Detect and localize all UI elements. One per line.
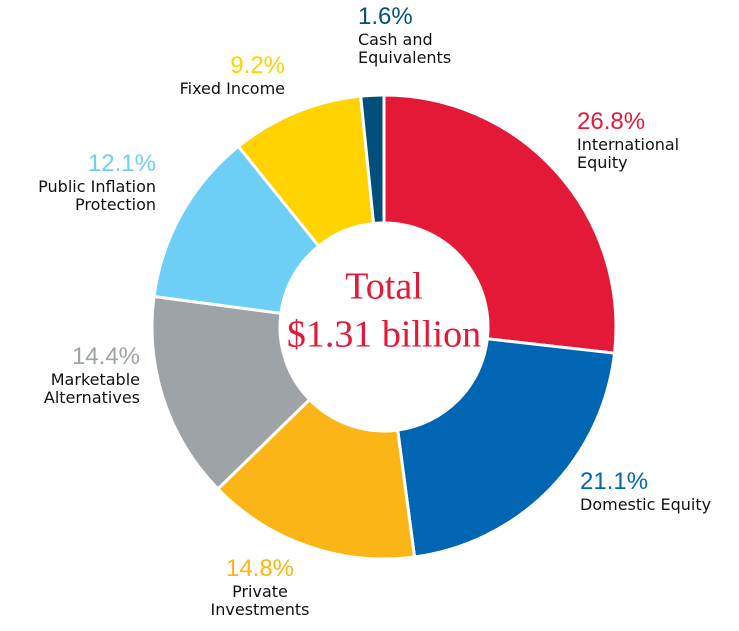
value-label: 14.8% — [225, 555, 295, 582]
segment — [150, 294, 312, 492]
segment-label: 1.6% Cash and Equivalents — [358, 3, 508, 67]
category-label: Domestic Equity — [580, 494, 712, 514]
category-label: International Equity — [577, 134, 680, 172]
value-label: 21.1% — [580, 468, 649, 495]
segment-label: 26.8% International Equity — [577, 108, 717, 172]
category-label: Cash and Equivalents — [358, 29, 452, 67]
value-label: 9.2% — [230, 52, 285, 79]
segment-label: 21.1% Domestic Equity — [580, 468, 739, 514]
value-label: 26.8% — [577, 108, 646, 135]
segment — [215, 397, 417, 561]
segment-label: 12.1% Public Inflation Protection — [0, 150, 156, 214]
segment — [395, 337, 617, 559]
value-label: 1.6% — [358, 3, 413, 30]
segment — [359, 93, 386, 226]
value-label: 14.4% — [71, 343, 140, 370]
center-total: $1.31 billion — [287, 314, 481, 356]
segment-label: 14.8% Private Investments — [185, 555, 335, 619]
segment-label: 14.4% Marketable Alternatives — [0, 343, 140, 407]
segment — [382, 93, 618, 355]
segment-label: 9.2% Fixed Income — [120, 52, 285, 98]
value-label: 12.1% — [87, 150, 156, 177]
category-label: Marketable Alternatives — [43, 369, 140, 407]
category-label: Fixed Income — [179, 78, 285, 98]
center-title: Total — [345, 266, 423, 308]
category-label: Public Inflation Protection — [38, 176, 156, 214]
category-label: Private Investments — [210, 581, 310, 619]
